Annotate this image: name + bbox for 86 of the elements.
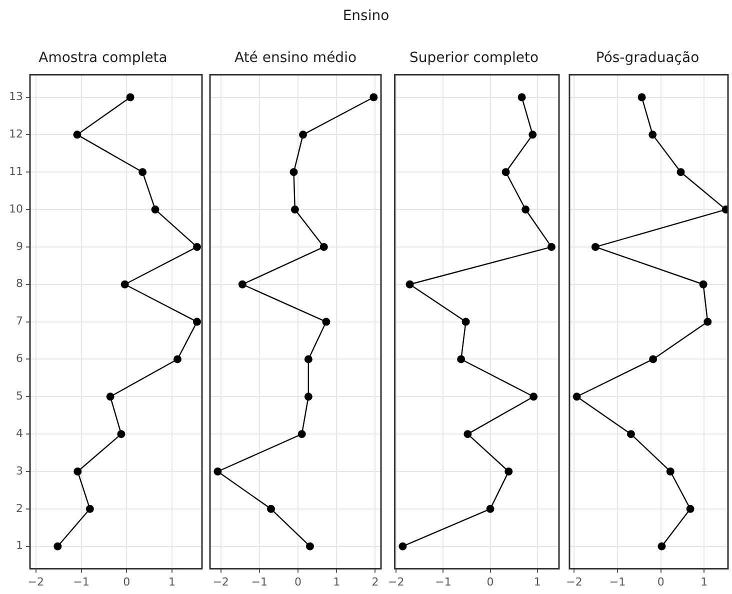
point [298,430,306,438]
x-tick-label: 1 [700,575,708,588]
x-tick-label: −1 [73,575,90,588]
point [86,504,94,513]
point [528,130,537,139]
point [304,392,312,401]
text: Ensino [342,8,390,24]
y-tick-label: 2 [16,502,23,515]
point [138,168,147,176]
x-tick-label: −2 [28,575,44,588]
point [370,93,378,102]
point [54,542,62,550]
x-tick-label: −1 [435,575,452,588]
point [638,93,646,102]
point [686,504,694,513]
x-tick-label: 0 [486,575,494,588]
point [290,206,299,214]
point [530,392,538,401]
point [126,93,134,102]
y-tick-label: 11 [9,164,23,178]
point [591,242,600,251]
x-tick-label: 1 [168,575,176,588]
point [299,130,308,139]
x-tick-label: −2 [566,575,582,588]
y-tick-label: 7 [16,314,23,328]
point [658,542,666,550]
point [266,504,275,513]
point [502,168,510,176]
y-tick-label: 12 [9,128,23,141]
point [649,355,658,364]
x-tick-label: −1 [609,575,626,588]
point [193,242,202,251]
x-tick-label: −1 [251,575,268,588]
point [73,130,82,139]
point [522,206,530,214]
y-tick-label: 8 [16,277,23,290]
point [457,355,466,364]
point [322,318,330,326]
chart-title: Superior completo [409,50,539,66]
point [151,206,160,214]
point [666,467,674,476]
point [547,242,556,251]
point [106,392,114,401]
chart-title: Até ensino médio [234,50,357,66]
point [238,280,246,288]
y-tick-label: 6 [16,352,23,366]
point [699,280,708,288]
point [74,467,82,476]
x-tick-label: −2 [388,575,404,588]
y-tick-label: 9 [16,240,23,253]
point [304,355,312,364]
x-tick-label: −2 [212,575,229,588]
point [704,318,712,326]
point [120,280,129,288]
point [572,392,581,401]
x-tick-label: 0 [123,575,130,588]
y-tick-label: 5 [16,390,23,403]
x-tick-label: 2 [372,575,379,588]
y-tick-label: 4 [16,426,23,440]
x-tick-label: 0 [657,575,664,588]
point [398,542,407,550]
point [486,504,494,513]
point [462,318,470,326]
point [193,318,202,326]
point [518,93,526,102]
chart-title: Pós-graduação [596,50,700,66]
point [173,355,182,364]
y-tick-label: 1 [16,539,23,552]
point [320,242,328,251]
point [648,130,657,139]
x-tick-label: 1 [333,575,340,588]
y-tick-label: 3 [16,464,23,478]
point [306,542,314,550]
point [676,168,685,176]
x-tick-label: 1 [534,575,541,588]
chart-title: Amostra completa [38,50,168,66]
x-tick-label: 0 [294,575,302,588]
point [504,467,513,476]
point [214,467,222,476]
point [406,280,414,288]
y-tick-label: 10 [9,202,23,216]
y-tick-label: 13 [9,90,23,104]
point [464,430,472,438]
point [626,430,635,438]
point [117,430,126,438]
point [290,168,298,176]
